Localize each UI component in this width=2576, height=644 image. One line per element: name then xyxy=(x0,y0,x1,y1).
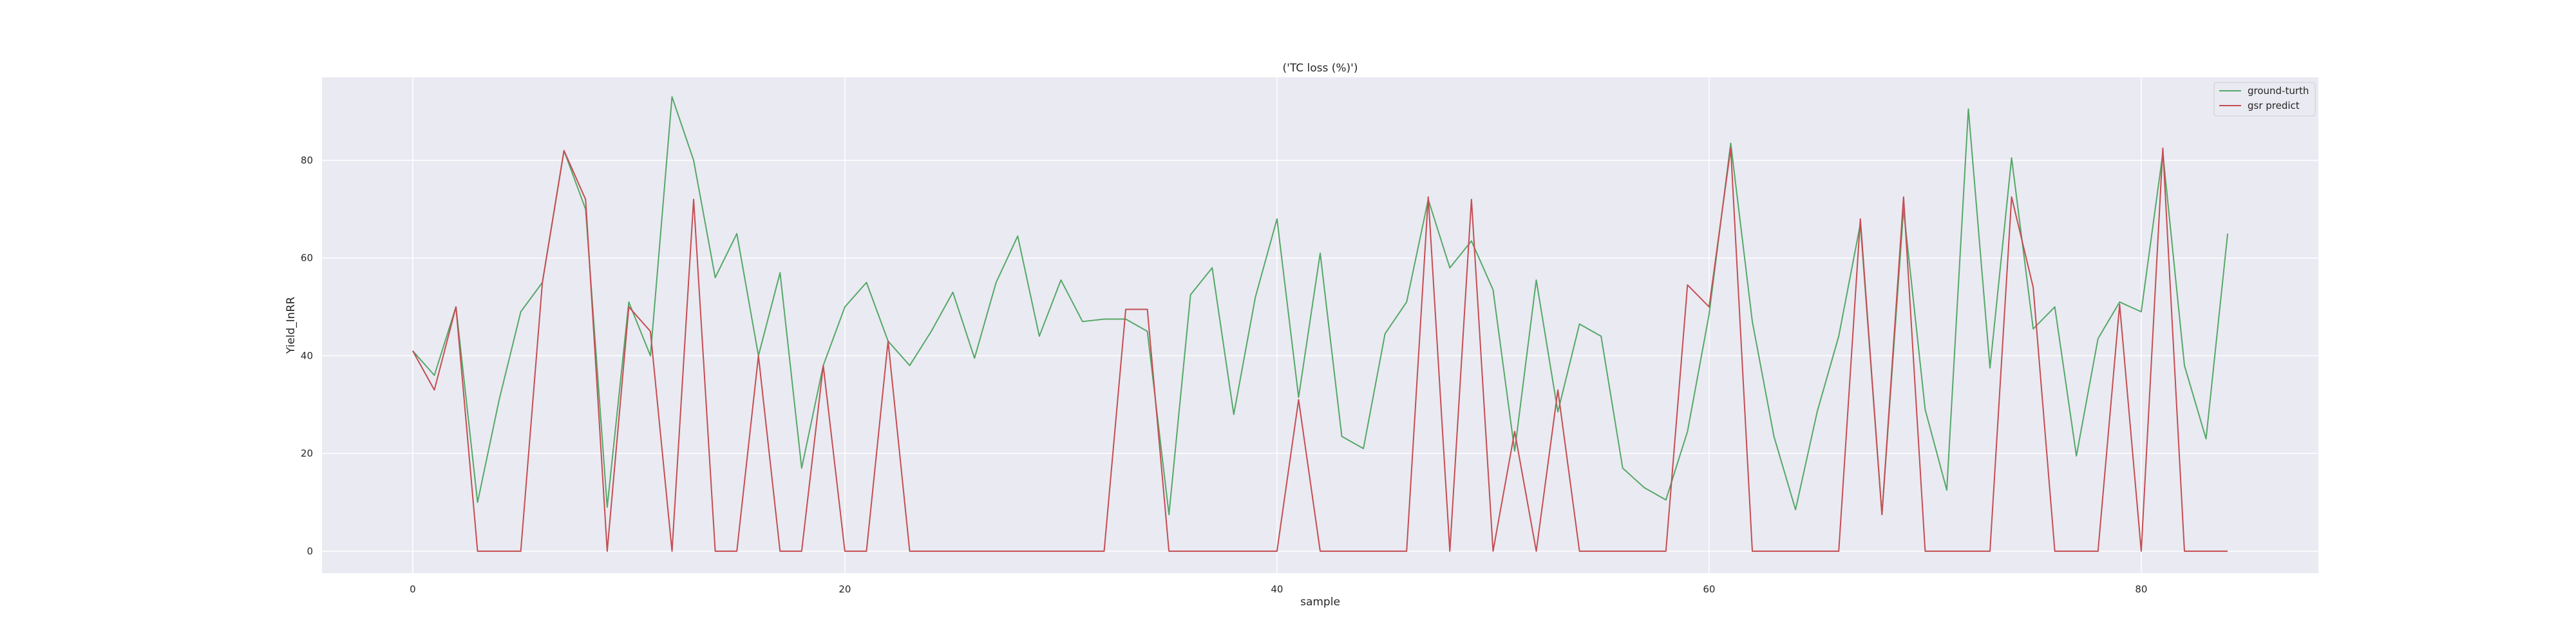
x-axis-label: sample xyxy=(1300,596,1340,609)
x-tick-labels: 0 20 40 60 80 xyxy=(410,583,2147,595)
legend-label-gsr-predict: gsr predict xyxy=(2248,100,2300,111)
x-tick-label: 20 xyxy=(838,583,851,595)
series-line-ground-turth xyxy=(412,96,2229,515)
y-tick-label: 60 xyxy=(301,252,313,264)
y-tick-label: 0 xyxy=(307,545,313,557)
legend: ground-turth gsr predict xyxy=(2213,82,2316,117)
x-tick-label: 60 xyxy=(1703,583,1715,595)
y-tick-label: 40 xyxy=(301,350,313,361)
series-layer xyxy=(412,96,2229,552)
chart-title: ('TC loss (%)') xyxy=(1283,62,1358,75)
x-tick-label: 40 xyxy=(1271,583,1283,595)
y-tick-label: 20 xyxy=(301,448,313,459)
x-tick-label: 80 xyxy=(2135,583,2147,595)
legend-label-ground-turth: ground-turth xyxy=(2248,85,2309,97)
series-line-gsr-predict xyxy=(412,147,2228,552)
y-axis-label: Yield_InRR xyxy=(285,297,298,355)
y-tick-labels: 0 20 40 60 80 xyxy=(301,155,313,557)
plot-background xyxy=(322,77,2318,573)
y-tick-label: 80 xyxy=(301,155,313,166)
x-tick-label: 0 xyxy=(410,583,416,595)
